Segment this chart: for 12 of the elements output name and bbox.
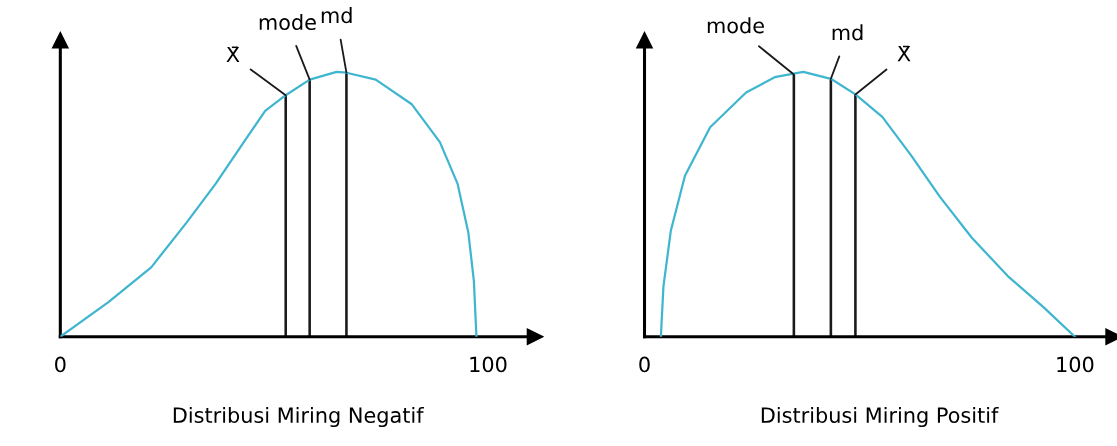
annotation: mode (259, 13, 316, 31)
annotation: md (321, 7, 352, 24)
x-axis-title: Distribusi Miring Positif (761, 406, 999, 428)
annotation: md (832, 24, 863, 41)
x-tick-label: 0 (639, 356, 650, 373)
x-tick-label: 100 (470, 356, 507, 373)
x-tick-label: 100 (1057, 356, 1094, 373)
annotation: X̄ (226, 46, 240, 63)
x-tick-label: 0 (55, 356, 66, 373)
x-axis-title: Distribusi Miring Negatif (173, 406, 424, 428)
annotation: mode (707, 17, 764, 34)
annotation: X̄ (897, 45, 911, 62)
